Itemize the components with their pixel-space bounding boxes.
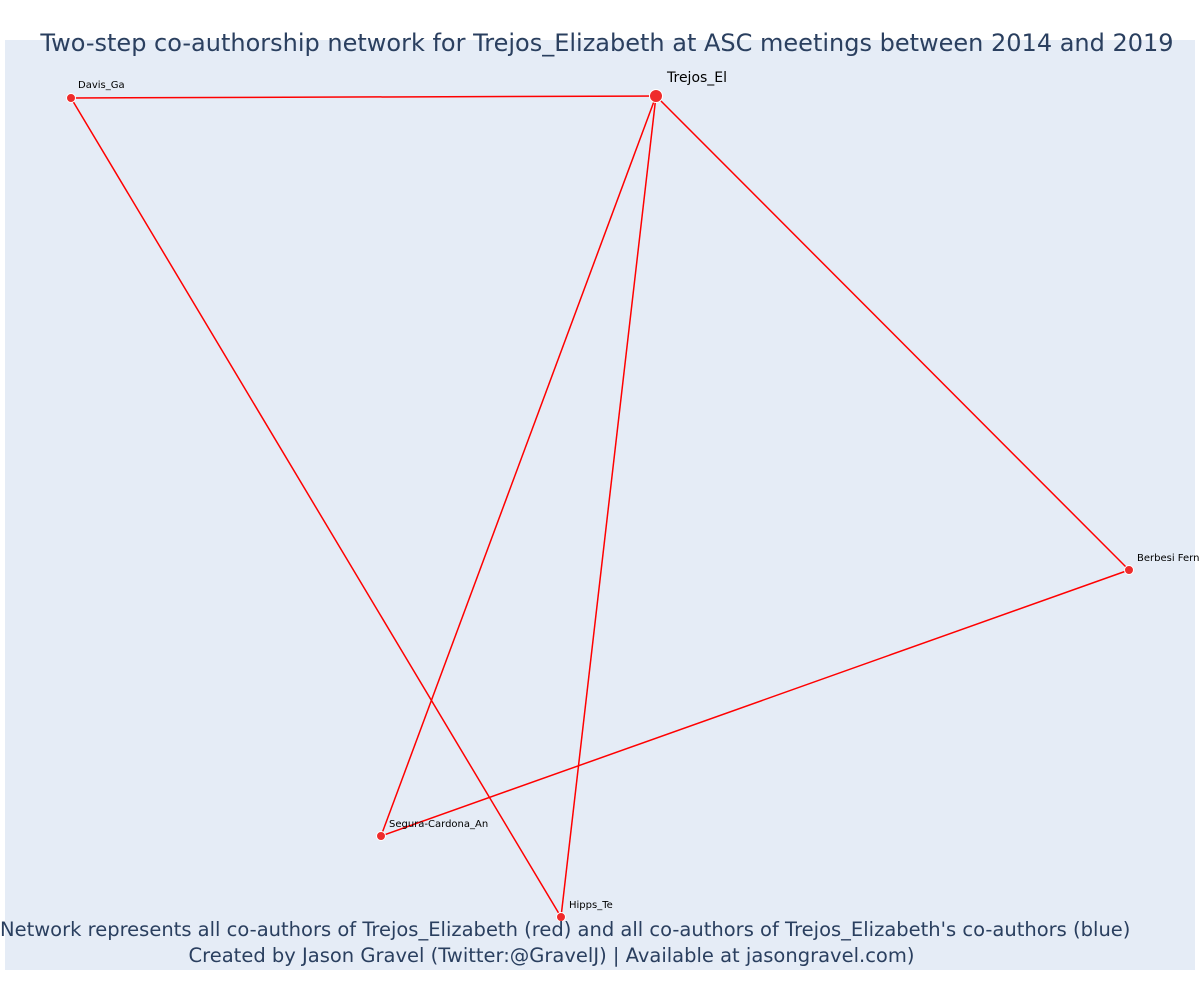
caption-line-1: Network represents all co-authors of Tre…	[0, 918, 1131, 941]
node-trejos[interactable]	[649, 89, 663, 103]
edges-layer	[70, 95, 1130, 918]
edge-trejos-segura	[380, 95, 657, 837]
edge-trejos-hipps	[560, 95, 657, 918]
node-label-segura: Segura-Cardona_An	[389, 819, 488, 830]
node-hipps[interactable]	[556, 912, 566, 922]
node-label-berbesi: Berbesi Fern	[1137, 553, 1199, 564]
node-label-hipps: Hipps_Te	[569, 900, 613, 911]
caption-line-2: Created by Jason Gravel (Twitter:@Gravel…	[188, 944, 915, 967]
node-label-davis: Davis_Ga	[78, 80, 125, 91]
edge-davis-hipps	[70, 97, 562, 918]
edge-segura-berbesi	[380, 569, 1130, 837]
edge-trejos-davis	[70, 95, 657, 99]
labels-layer: Trejos_El Davis_Ga Berbesi Fern Segura-Card…	[78, 70, 1199, 911]
node-label-trejos: Trejos_El	[666, 70, 727, 86]
node-berbesi[interactable]	[1124, 565, 1134, 575]
nodes-layer	[66, 89, 1134, 922]
node-segura[interactable]	[376, 831, 386, 841]
chart-title: Two-step co-authorship network for Trejo…	[40, 29, 1174, 57]
plot-background	[5, 40, 1195, 970]
node-davis[interactable]	[66, 93, 76, 103]
edge-trejos-berbesi	[655, 95, 1130, 571]
